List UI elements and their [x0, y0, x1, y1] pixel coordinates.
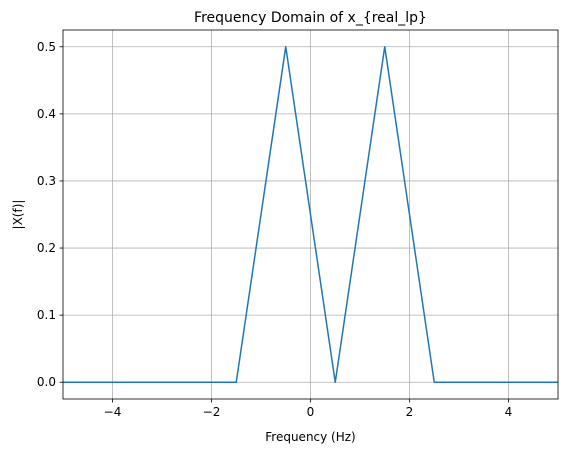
x-tick-label: 0: [307, 405, 315, 419]
y-tick-label: 0.5: [37, 40, 56, 54]
x-tick-label: −4: [104, 405, 122, 419]
series-layer: [63, 46, 558, 383]
x-tick-label: 4: [505, 405, 513, 419]
series-line: [63, 46, 558, 383]
x-tick-label: 2: [406, 405, 414, 419]
x-tick-label: −2: [203, 405, 221, 419]
y-tick-label: 0.0: [37, 375, 56, 389]
y-tick-label: 0.2: [37, 241, 56, 255]
y-axis-ticks: 0.0 0.1 0.2 0.3 0.4 0.5: [37, 40, 63, 389]
y-tick-label: 0.3: [37, 174, 56, 188]
chart-title: Frequency Domain of x_{real_lp}: [194, 10, 427, 26]
y-axis-label: |X(f)|: [11, 200, 25, 230]
x-axis-label: Frequency (Hz): [265, 430, 356, 444]
x-axis-ticks: −4 −2 0 2 4: [104, 399, 513, 419]
y-tick-label: 0.4: [37, 107, 56, 121]
y-tick-label: 0.1: [37, 308, 56, 322]
